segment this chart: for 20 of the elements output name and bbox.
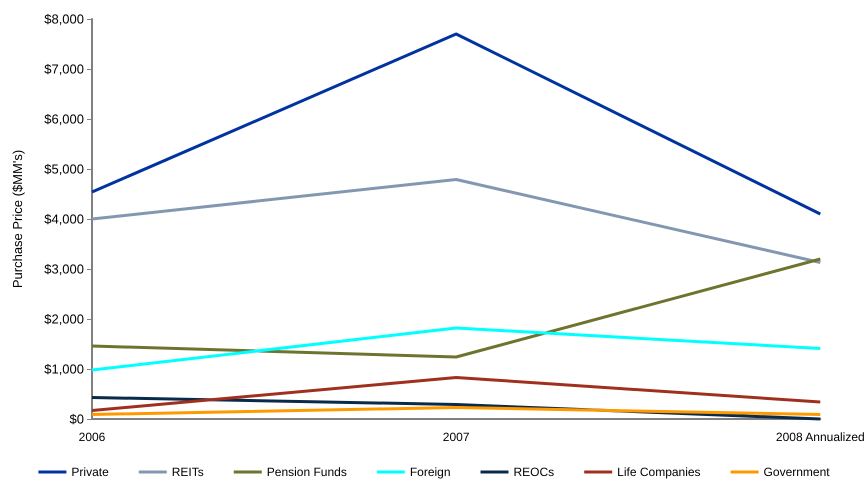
y-tick-label: $7,000 [44,62,84,76]
x-tick-label: 2006 [78,430,106,444]
legend-label: REITs [172,465,204,479]
legend-label: REOCs [514,465,554,479]
x-tick-label: 2008 Annualized [776,430,865,444]
y-axis-title: Purchase Price ($MM's) [10,150,25,288]
legend-label: Life Companies [617,465,701,479]
y-tick-label: $5,000 [44,162,84,176]
y-tick-label: $4,000 [44,212,84,226]
y-tick-label: $8,000 [44,12,84,26]
x-tick-label: 2007 [442,430,470,444]
legend-label: Private [71,465,110,479]
legend-label: Foreign [410,465,451,479]
legend-label: Government [764,465,830,479]
y-tick-label: $3,000 [44,262,84,276]
y-tick-label: $2,000 [44,312,84,326]
y-tick-label: $1,000 [44,362,84,376]
y-tick-label: $0 [70,412,84,426]
legend-label: Pension Funds [266,465,347,479]
y-tick-label: $6,000 [44,112,84,126]
